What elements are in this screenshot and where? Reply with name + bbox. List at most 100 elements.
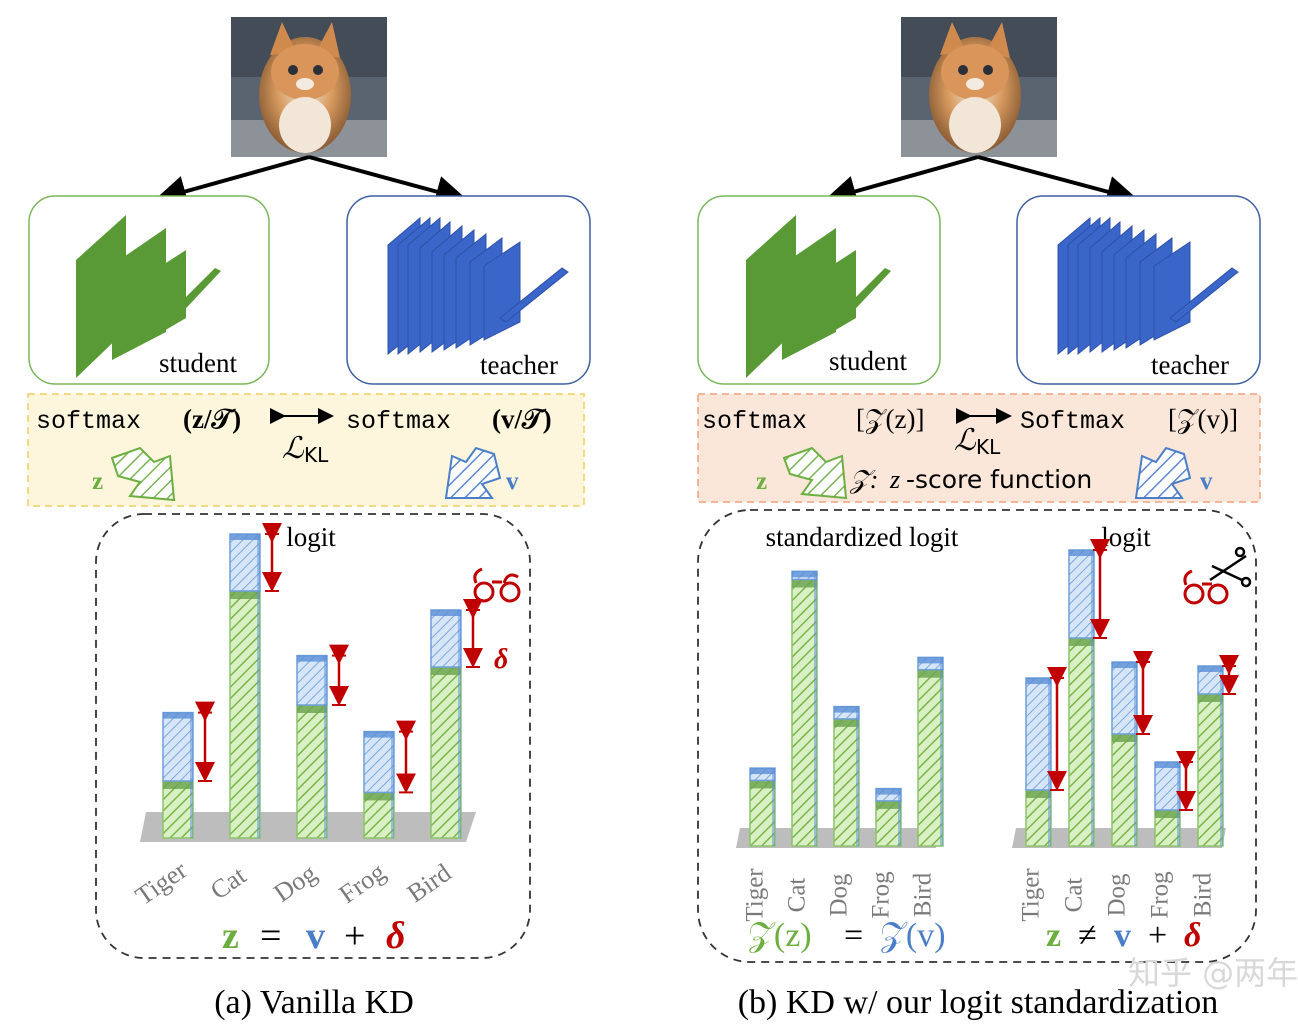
bar-teacher-bird: [430, 609, 462, 668]
cut-handcuffs-icon-b: [1183, 546, 1252, 605]
bar-student-tiger: [749, 779, 776, 847]
bar-student-top-bird: [1198, 694, 1223, 702]
bar-student-cat: [1068, 637, 1095, 847]
eq1-eq-b: =: [844, 917, 863, 954]
chart-title-a: logit: [286, 522, 336, 552]
tick-label-bird: Bird: [1190, 872, 1217, 917]
eq1-left-b: 𝒵(z): [748, 917, 812, 954]
bar-student-dog: [833, 718, 860, 847]
delta-label-a: δ: [494, 644, 508, 675]
tick-label-frog: Frog: [334, 857, 391, 909]
eq2-z-b: z: [1046, 917, 1061, 954]
bar-teacher-cat: [1068, 549, 1095, 639]
tick-label-dog: Dog: [1104, 873, 1131, 917]
z-arrow-label-b: z: [756, 468, 767, 495]
bar-teacher-top-cat: [230, 534, 260, 540]
bar-edge-frog: [391, 731, 394, 838]
student-box-b: student: [697, 195, 941, 385]
bar-student-top-dog: [1112, 734, 1137, 742]
arrow-to-student-b: [824, 155, 979, 207]
bar-teacher-dog: [296, 654, 328, 706]
bar-edge-dog: [856, 706, 859, 846]
teacher-network-icon: [1057, 216, 1239, 356]
zscore-z: z: [889, 465, 900, 494]
bar-student-top-cat: [1069, 638, 1094, 646]
bar-edge-frog: [1177, 762, 1180, 846]
student-box-a: student: [28, 195, 270, 385]
bar-student-cat: [229, 590, 261, 839]
bar-teacher-top-frog: [364, 731, 394, 738]
bar-teacher-top-frog: [1155, 762, 1180, 768]
bar-student-top-cat: [792, 579, 817, 588]
bar-student-top-bird: [918, 669, 943, 678]
student-label-b: student: [829, 346, 907, 376]
chart2-title-b: logit: [1101, 522, 1151, 552]
eq-delta-a: δ: [386, 915, 405, 957]
zscore-symbol: 𝒵:: [849, 465, 878, 494]
formula-left-fn-b: softmax: [702, 407, 807, 436]
tick-label-tiger: Tiger: [130, 855, 192, 911]
bar-teacher-tiger: [162, 711, 194, 782]
arrow-to-student-a: [154, 155, 310, 207]
bar-edge-bird: [458, 610, 461, 838]
watermark: 知乎 @两年后: [1128, 954, 1298, 992]
formula-band-a: softmax (z/𝒯) ℒ KL softmax (v/𝒯) z v: [27, 393, 585, 507]
tick-label-cat: Cat: [1061, 878, 1088, 913]
eq2-plus-b: +: [1148, 917, 1167, 954]
eq2-neq-b: ≠: [1078, 917, 1097, 954]
bar-student-dog: [1111, 733, 1138, 847]
bar-edge-cat: [1091, 550, 1094, 846]
caption-a: (a) Vanilla KD: [214, 984, 414, 1021]
cat-image-b: [901, 17, 1057, 157]
bar-teacher-top-tiger: [1026, 678, 1051, 684]
tick-label-cat: Cat: [784, 878, 811, 913]
bar-student-top-tiger: [750, 780, 775, 789]
bar-teacher-top-bird: [1198, 666, 1223, 672]
bar-teacher-top-frog: [876, 788, 901, 795]
student-network-icon: [746, 215, 891, 378]
bar-student-tiger: [162, 780, 194, 839]
teacher-label-b: teacher: [1151, 350, 1229, 380]
loss-sub-a: KL: [304, 443, 329, 467]
tick-label-bird: Bird: [402, 858, 457, 908]
formula-left-arg-a: (z/𝒯): [183, 404, 241, 434]
cat-image-a: [231, 17, 387, 157]
bar-student-bird: [1197, 693, 1224, 847]
formula-left-arg-b: [𝒵(z)]: [856, 404, 925, 434]
bar-teacher-tiger: [1025, 677, 1052, 791]
loss-symbol-b: ℒ: [954, 424, 977, 457]
z-hatched-arrow-b: [782, 446, 848, 500]
bar-student-bird: [430, 666, 462, 839]
panel-b: student teacher softmax [𝒵(z)]: [697, 17, 1261, 1021]
handcuffs-icon-a: [473, 567, 521, 603]
student-network-icon: [76, 215, 221, 378]
chart-b2-bars: Tiger Cat Dog Frog Bird: [1012, 539, 1239, 922]
tick-label-frog: Frog: [868, 871, 895, 919]
v-arrow-label-b: v: [1200, 468, 1213, 495]
equation-a: z = v + δ: [222, 915, 405, 957]
bar-teacher-frog: [363, 730, 395, 794]
tick-label-bird: Bird: [910, 872, 937, 917]
bar-student-top-frog: [1155, 810, 1180, 818]
bar-teacher-top-dog: [1112, 662, 1137, 668]
arrow-to-teacher-a: [308, 155, 468, 208]
bar-edge-tiger: [190, 712, 193, 838]
bar-teacher-top-dog: [834, 706, 859, 713]
tick-label-frog: Frog: [1147, 871, 1174, 919]
bar-edge-dog: [324, 655, 327, 838]
formula-right-arg-a: (v/𝒯): [492, 404, 552, 434]
zscore-rest: -score function: [906, 465, 1092, 494]
eq1-right-b: 𝒵(v): [880, 917, 946, 954]
bar-student-top-tiger: [163, 781, 193, 789]
bar-edge-bird: [940, 657, 943, 846]
loss-sub-b: KL: [976, 435, 1001, 459]
chart1-title-b: standardized logit: [766, 522, 959, 552]
bar-student-top-frog: [364, 792, 394, 801]
bar-student-top-tiger: [1026, 790, 1051, 798]
bar-student-tiger: [1025, 789, 1052, 847]
bar-edge-frog: [898, 788, 901, 846]
loss-symbol-a: ℒ: [282, 432, 305, 465]
chart-box-b: [697, 509, 1257, 963]
formula-right-fn-a: softmax: [346, 407, 451, 436]
